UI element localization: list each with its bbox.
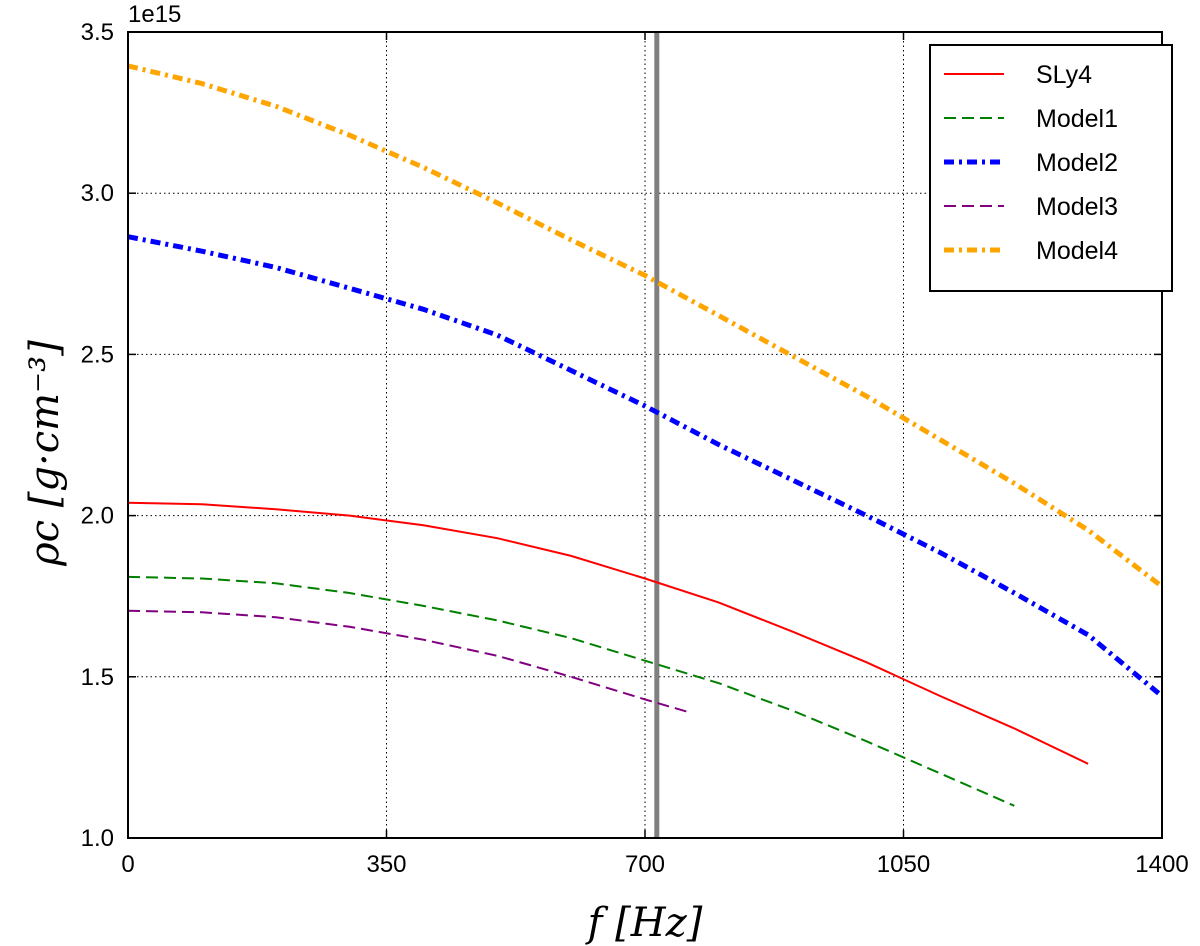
y-axis-label: ρc [g·cm⁻³] xyxy=(22,340,68,567)
series-line-sly4 xyxy=(127,501,1089,765)
y-offset-text: 1e15 xyxy=(128,1,181,28)
series-layer xyxy=(127,63,1164,807)
y-tick-label: 1.5 xyxy=(81,664,114,691)
vertical-lines xyxy=(644,32,660,838)
legend-label-model3: Model3 xyxy=(1036,193,1118,221)
y-tick-label: 2.0 xyxy=(81,503,114,530)
ticks: 0 350 700 1050 1400 1.0 1.5 2.0 2.5 3.0 3.5 xyxy=(81,19,1189,878)
legend-label-sly4: SLy4 xyxy=(1036,61,1092,89)
legend-label-model2: Model2 xyxy=(1036,149,1118,177)
x-axis-label: f [Hz] xyxy=(585,900,703,946)
series-line-model1 xyxy=(127,575,1015,807)
y-tick-label: 3.0 xyxy=(81,180,114,207)
x-tick-label: 0 xyxy=(121,851,134,878)
x-tick-label: 350 xyxy=(366,851,406,878)
series-line-model4 xyxy=(127,63,1164,589)
x-tick-label: 700 xyxy=(625,851,665,878)
legend-label-model1: Model1 xyxy=(1036,105,1118,133)
series-line-model2 xyxy=(127,234,1164,699)
y-tick-label: 1.0 xyxy=(81,825,114,852)
legend: SLy4 Model1 Model2 Model3 Model4 xyxy=(929,44,1173,292)
legend-label-model4: Model4 xyxy=(1036,237,1118,265)
x-tick-label: 1400 xyxy=(1135,851,1188,878)
y-tick-label: 3.5 xyxy=(81,19,114,46)
series-line-model3 xyxy=(127,609,690,714)
y-tick-label: 2.5 xyxy=(81,341,114,368)
x-tick-label: 1050 xyxy=(877,851,930,878)
